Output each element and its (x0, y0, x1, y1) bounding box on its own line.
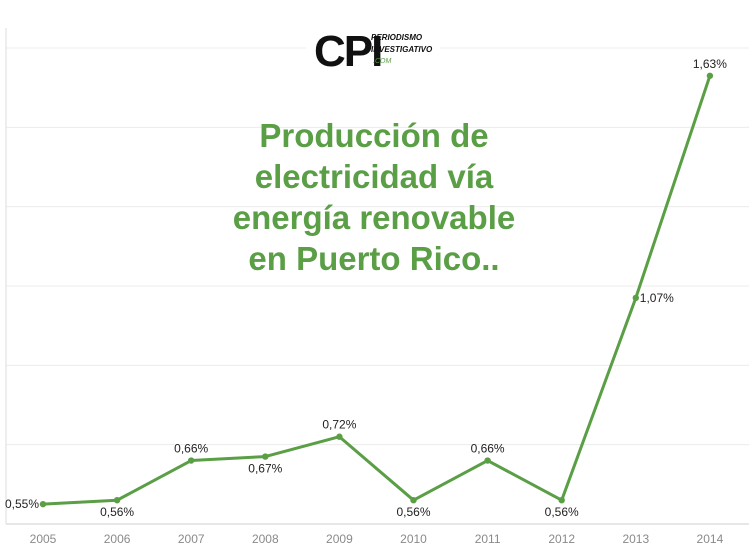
logo-mark: CPI (314, 27, 381, 76)
data-label: 0,56% (100, 505, 134, 519)
data-point (113, 497, 121, 504)
x-tick-label: 2013 (622, 532, 649, 546)
logo-line-2: INVESTIGATIVO (371, 45, 433, 54)
data-labels: 0,55% 0,56% 0,66% 0,67% 0,72% 0,56% 0,66% 0,56%… (5, 57, 727, 519)
x-tick-label: 2006 (104, 532, 131, 546)
data-point (484, 457, 491, 464)
data-point (632, 294, 639, 302)
x-tick-label: 2014 (697, 532, 724, 546)
data-point (558, 497, 565, 504)
x-tick-label: 2008 (252, 532, 279, 546)
data-point (188, 457, 195, 464)
x-tick-label: 2009 (326, 532, 353, 546)
data-point (336, 433, 343, 440)
data-label: 0,56% (545, 505, 579, 519)
cpi-logo: CPI PERIODISMO INVESTIGATIVO .COM (306, 26, 440, 84)
x-tick-label: 2007 (178, 532, 205, 546)
x-tick-label: 2010 (400, 532, 427, 546)
data-point (262, 453, 269, 460)
x-tick-label: 2005 (30, 532, 57, 546)
data-label: 0,56% (396, 505, 430, 519)
data-points (39, 72, 714, 508)
logo-line-3: .COM (373, 58, 391, 65)
title-line-1: Producción de (259, 117, 488, 154)
data-label: 0,66% (174, 442, 208, 456)
data-label: 1,63% (693, 57, 727, 71)
data-label: 0,66% (471, 442, 505, 456)
data-point (39, 500, 47, 508)
data-label: 0,55% (5, 497, 39, 511)
x-tick-label: 2012 (548, 532, 575, 546)
title-line-4: en Puerto Rico.. (248, 240, 499, 277)
data-point (706, 72, 714, 79)
title-line-2: electricidad vía (255, 158, 494, 195)
logo-background (306, 26, 440, 84)
data-label: 1,07% (640, 291, 674, 305)
x-tick-label: 2011 (475, 532, 501, 546)
data-label: 0,67% (248, 462, 282, 476)
title-line-3: energía renovable (233, 199, 515, 236)
logo-line-1: PERIODISMO (371, 33, 423, 42)
data-label: 0,72% (322, 418, 356, 432)
x-tick-labels: 2005 2006 2007 2008 2009 2010 2011 2012 2013 2014 (30, 532, 724, 546)
data-point (410, 497, 417, 504)
chart-title: Producción de electricidad vía energía r… (233, 117, 515, 277)
series-line (41, 74, 712, 506)
